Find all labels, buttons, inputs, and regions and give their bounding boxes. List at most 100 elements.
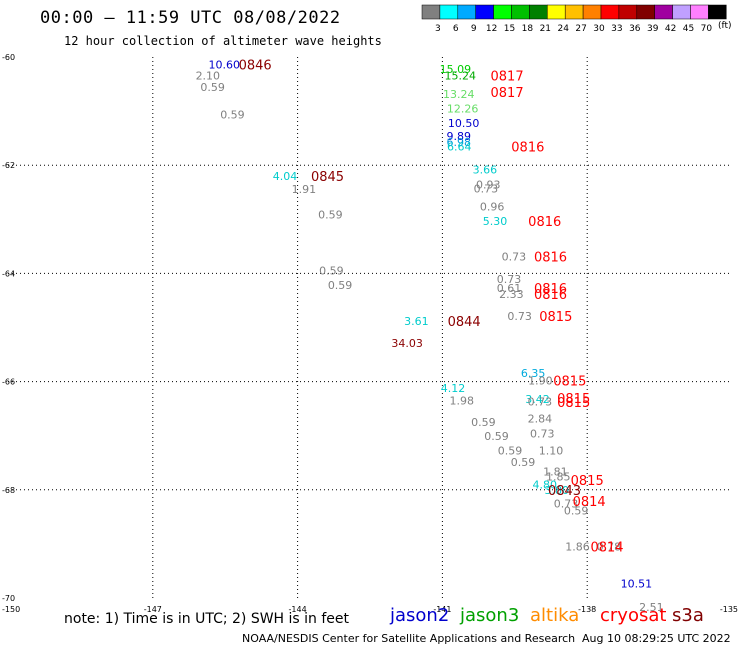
x-tick-label: -144: [289, 605, 307, 614]
legend-swatch: [475, 4, 494, 20]
wave-height-point: 0.59: [498, 444, 523, 457]
pass-time-label: 0815: [571, 474, 604, 489]
legend-label: 42: [665, 24, 676, 34]
pass-time-label: 0817: [491, 86, 524, 101]
footer-note: note: 1) Time is in UTC; 2) SWH is in fe…: [64, 611, 350, 627]
wave-height-point: 0.59: [328, 279, 353, 292]
legend-swatch: [529, 4, 548, 20]
wave-height-point: 0.59: [511, 456, 536, 469]
wave-height-point: 0.59: [564, 504, 589, 517]
footer-timestamp: Aug 10 08:29:25 UTC 2022: [582, 632, 731, 645]
wave-height-point: 2.10: [196, 69, 221, 82]
wave-height-point: 3.66: [473, 164, 498, 177]
chart-subtitle: 12 hour collection of altimeter wave hei…: [64, 34, 382, 48]
wave-height-point: 34.03: [391, 337, 423, 350]
wave-height-point: 0.59: [220, 108, 245, 121]
legend-label: 21: [540, 24, 551, 34]
wave-height-point: 0.73: [474, 182, 499, 195]
legend-swatch: [600, 4, 620, 20]
grid-lines: [8, 57, 732, 598]
pass-time-label: 0843: [548, 484, 581, 499]
wave-height-point: 1.90: [528, 375, 553, 388]
wave-height-point: 0.59: [319, 265, 344, 278]
legend-units: (ft): [718, 21, 732, 31]
wave-height-point: 10.60: [208, 59, 240, 72]
pass-time-label: 0816: [534, 282, 567, 297]
wave-height-point: 5.30: [483, 215, 508, 228]
wave-height-point: 0.73: [502, 251, 527, 264]
y-tick-label: -70: [2, 594, 15, 603]
legend-label: 24: [557, 24, 569, 34]
legend-swatch: [654, 4, 673, 20]
pass-time-label: 0814: [590, 541, 623, 556]
wave-height-point: 0.73: [554, 497, 579, 510]
wave-height-point: 2.51: [639, 601, 664, 614]
wave-height-point: 2.33: [499, 288, 524, 301]
legend-swatch: [582, 4, 602, 20]
pass-time-label: 0815: [539, 310, 572, 325]
wave-height-point: 0.59: [318, 208, 343, 221]
y-tick-label: -60: [2, 53, 15, 62]
y-tick-label: -66: [2, 378, 15, 387]
legend-label: 3: [435, 24, 441, 34]
chart-title: 00:00 – 11:59 UTC 08/08/2022: [40, 8, 341, 28]
legend-swatch: [564, 4, 584, 20]
footer-credit: NOAA/NESDIS Center for Satellite Applica…: [242, 632, 576, 645]
wave-height-point: 15.24: [445, 69, 477, 82]
wave-height-point: 1.86: [565, 541, 590, 554]
x-tick-label: -150: [2, 605, 20, 614]
wave-height-point: 13.24: [443, 88, 475, 101]
wave-height-point: 1.91: [292, 183, 317, 196]
wave-height-point: 2.84: [528, 412, 553, 425]
pass-time-label: 0845: [311, 170, 344, 185]
legend-swatch: [708, 4, 727, 20]
legend-label: 45: [683, 24, 694, 34]
legend-label: 70: [701, 24, 713, 34]
wave-height-point: 4.04: [273, 170, 298, 183]
wave-height-point: 0.59: [200, 81, 225, 94]
satellite-jason2: jason2: [390, 605, 450, 626]
wave-height-point: 4.12: [441, 382, 466, 395]
wave-height-point: 0.73: [528, 396, 553, 409]
pass-time-label: 0815: [557, 396, 590, 411]
wave-height-point: 3.80: [545, 484, 570, 497]
y-tick-label: -68: [2, 486, 15, 495]
legend-label: 36: [629, 24, 641, 34]
wave-height-point: 4.80: [532, 478, 557, 491]
wave-height-point: 6.64: [447, 140, 472, 153]
legend-swatch: [690, 4, 709, 20]
legend-label: 30: [593, 24, 605, 34]
legend-swatch: [672, 4, 691, 20]
wave-height-point: 1.98: [449, 395, 474, 408]
wave-height-point: 0.61: [497, 282, 522, 295]
pass-time-label: 0844: [448, 315, 481, 330]
wave-height-point: 0.59: [471, 416, 496, 429]
pass-time-labels: 0846084508440843081708170816081608160816…: [239, 59, 624, 556]
wave-height-point: 1.81: [543, 465, 568, 478]
wave-height-point: 1.85: [546, 470, 571, 483]
wave-height-point: 9.89: [447, 130, 472, 143]
x-tick-label: -141: [433, 605, 451, 614]
legend-label: 18: [522, 24, 534, 34]
satellite-jason3: jason3: [460, 605, 520, 626]
wave-height-point: 10.50: [448, 117, 480, 130]
color-legend: 3 6 9 12 15 18 21 24 27 30 33 36 39 42 45 70: [421, 4, 727, 34]
legend-swatch: [457, 4, 476, 20]
satellite-altika: altika: [530, 605, 580, 626]
pass-time-label: 0846: [239, 59, 272, 74]
legend-label: 39: [647, 24, 659, 34]
wave-height-point: 6.98: [447, 136, 472, 149]
x-tick-label: -138: [578, 605, 596, 614]
wave-height-point: 0.78: [597, 541, 622, 554]
pass-time-label: 0815: [557, 392, 590, 407]
wave-height-point: 0.59: [484, 430, 509, 443]
legend-label: 9: [471, 24, 477, 34]
satellite-cryosat: cryosat: [600, 605, 667, 626]
legend-swatch: [439, 4, 459, 20]
wave-height-point: 0.73: [530, 428, 555, 441]
wave-height-labels: 10.602.100.590.594.041.910.590.590.593.6…: [196, 59, 664, 615]
pass-time-label: 0817: [491, 69, 524, 84]
pass-time-label: 0816: [528, 215, 561, 230]
legend-swatch: [493, 4, 512, 20]
